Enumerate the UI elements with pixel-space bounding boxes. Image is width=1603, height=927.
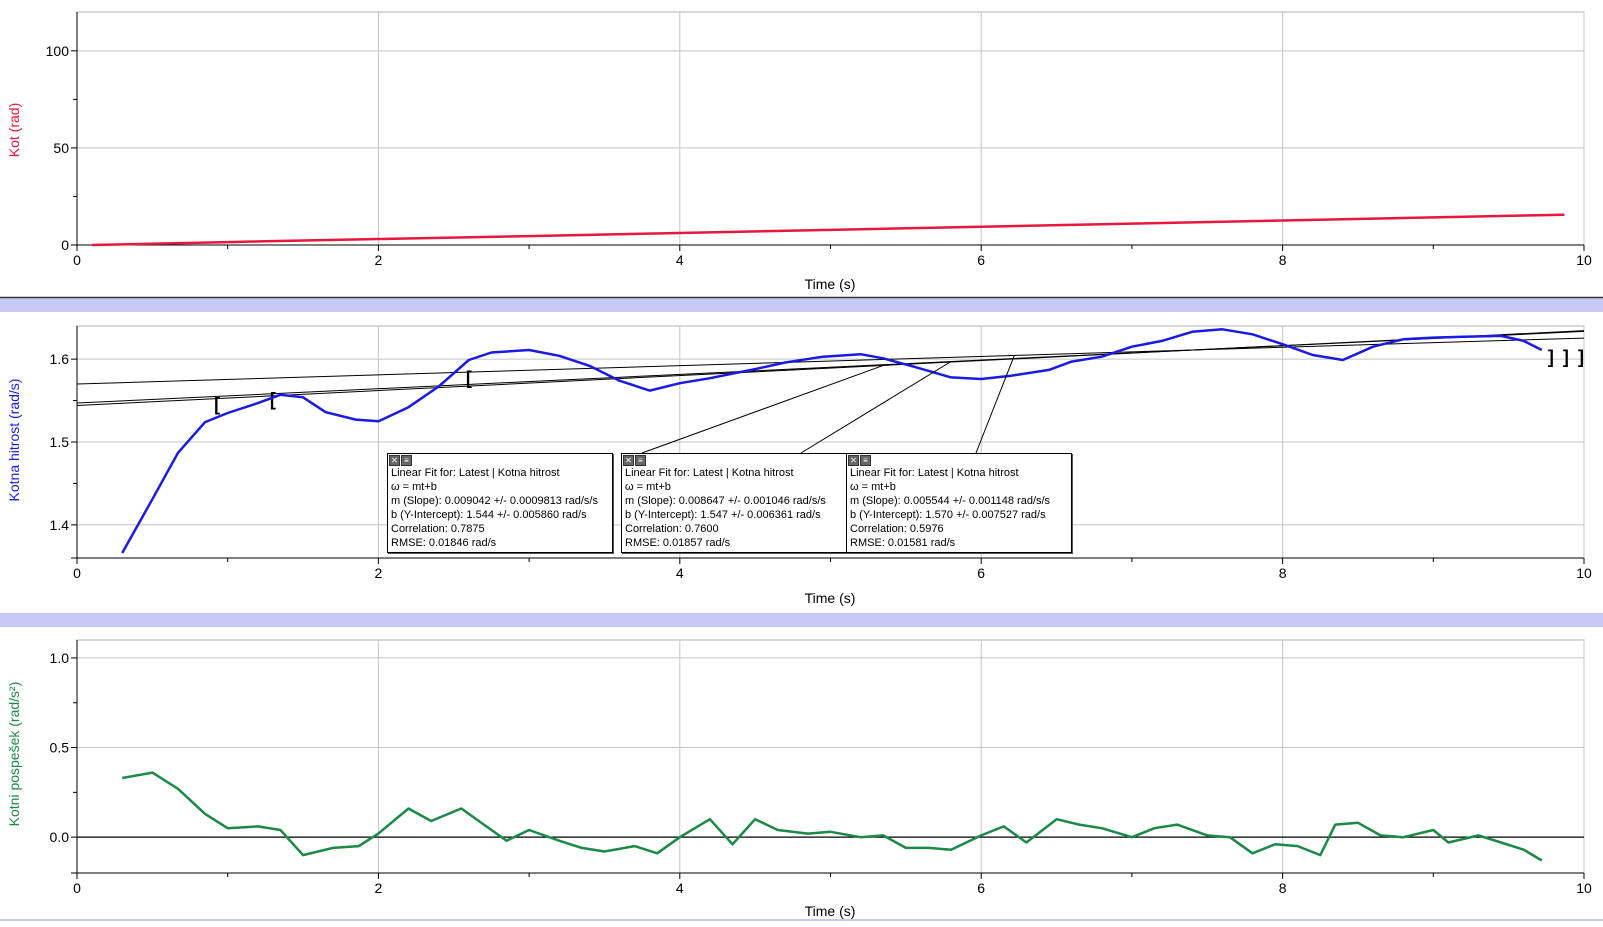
y-axis-label: Kotna hitrost (rad/s) [6, 379, 22, 502]
fit-rmse: RMSE: 0.01846 rad/s [391, 537, 497, 549]
fit-correlation: Correlation: 0.5976 [850, 523, 944, 535]
x-tick-label: 4 [676, 880, 684, 896]
fit-correlation: Correlation: 0.7600 [625, 523, 719, 535]
x-tick-label: 4 [676, 252, 684, 268]
y-tick-label: 1.4 [50, 517, 70, 533]
x-tick-label: 6 [977, 880, 985, 896]
fit-line[interactable] [76, 337, 1585, 385]
range-bracket-end[interactable]: ] [1548, 347, 1554, 367]
fit-connector [975, 355, 1015, 454]
fit-connector [641, 364, 884, 454]
panel-divider[interactable] [0, 613, 1603, 627]
x-tick-label: 6 [977, 565, 985, 581]
x-tick-label: 8 [1279, 252, 1287, 268]
x-tick-label: 8 [1279, 565, 1287, 581]
fit-intercept: b (Y-Intercept): 1.544 +/- 0.005860 rad/… [391, 509, 587, 521]
fit-slope: m (Slope): 0.009042 +/- 0.0009813 rad/s/… [391, 495, 598, 507]
linear-fit-box[interactable]: ✕ ≡ Linear Fit for: Latest | Kotna hitro… [387, 453, 613, 553]
fit-slope: m (Slope): 0.008647 +/- 0.001046 rad/s/s [625, 495, 826, 507]
range-bracket-start[interactable]: [ [214, 395, 220, 415]
x-axis-label: Time (s) [805, 276, 856, 292]
data-series-line[interactable] [121, 771, 1543, 862]
y-axis-label: Kot (rad) [6, 103, 22, 157]
x-tick-label: 0 [73, 880, 81, 896]
range-bracket-start[interactable]: [ [466, 368, 472, 388]
options-icon[interactable]: ≡ [860, 455, 871, 466]
fit-connector [800, 361, 952, 454]
close-icon[interactable]: ✕ [623, 455, 634, 466]
fit-rmse: RMSE: 0.01857 rad/s [625, 537, 731, 549]
range-bracket-start[interactable]: [ [270, 390, 276, 410]
y-tick-label: 1.0 [50, 650, 70, 666]
x-tick-label: 6 [977, 252, 985, 268]
fit-correlation: Correlation: 0.7875 [391, 523, 485, 535]
x-tick-label: 10 [1576, 565, 1592, 581]
x-tick-label: 0 [73, 565, 81, 581]
fit-title: Linear Fit for: Latest | Kotna hitrost [625, 467, 794, 479]
y-tick-label: 0.5 [50, 740, 70, 756]
x-tick-label: 4 [676, 565, 684, 581]
data-series-line[interactable] [92, 213, 1565, 247]
close-icon[interactable]: ✕ [389, 455, 400, 466]
fit-line[interactable] [76, 330, 1585, 404]
x-tick-label: 10 [1576, 252, 1592, 268]
range-bracket-end[interactable]: ] [1563, 347, 1569, 367]
panel-divider[interactable] [0, 297, 1603, 312]
fit-rmse: RMSE: 0.01581 rad/s [850, 537, 956, 549]
options-icon[interactable]: ≡ [635, 455, 646, 466]
y-tick-label: 1.6 [50, 351, 70, 367]
fit-title: Linear Fit for: Latest | Kotna hitrost [391, 467, 560, 479]
fit-equation: ω = mt+b [850, 481, 896, 493]
y-axis-label: Kotni pospešek (rad/s²) [6, 682, 22, 827]
fit-title: Linear Fit for: Latest | Kotna hitrost [850, 467, 1019, 479]
angular-acceleration-graph[interactable]: 0 2 4 6 8 10 1.0 0.5 0.0 Kotni pospešek (rad/s²)… [6, 639, 1592, 919]
x-tick-label: 8 [1279, 880, 1287, 896]
linear-fit-box[interactable]: ✕ ≡ Linear Fit for: Latest | Kotna hitro… [846, 453, 1072, 553]
angle-graph[interactable]: 0 2 4 6 8 10 100 50 0 Kot (rad) Time (s) [6, 11, 1592, 292]
y-tick-label: 0.0 [50, 829, 70, 845]
x-tick-label: 2 [375, 880, 383, 896]
fit-slope: m (Slope): 0.005544 +/- 0.001148 rad/s/s [850, 495, 1051, 507]
y-tick-label: 50 [53, 140, 69, 156]
fit-intercept: b (Y-Intercept): 1.547 +/- 0.006361 rad/… [625, 509, 821, 521]
range-bracket-end[interactable]: ] [1578, 347, 1584, 367]
y-tick-label: 1.5 [50, 434, 70, 450]
fit-intercept: b (Y-Intercept): 1.570 +/- 0.007527 rad/… [850, 509, 1046, 521]
x-tick-label: 2 [375, 252, 383, 268]
y-tick-label: 100 [46, 43, 70, 59]
linear-fit-box[interactable]: ✕ ≡ Linear Fit for: Latest | Kotna hitro… [621, 453, 847, 553]
options-icon[interactable]: ≡ [401, 455, 412, 466]
x-tick-label: 10 [1576, 880, 1592, 896]
x-axis-label: Time (s) [805, 903, 856, 919]
x-tick-label: 0 [73, 252, 81, 268]
x-tick-label: 2 [375, 565, 383, 581]
fit-equation: ω = mt+b [625, 481, 671, 493]
close-icon[interactable]: ✕ [848, 455, 859, 466]
data-series-line[interactable] [121, 328, 1543, 554]
y-tick-label: 0 [61, 237, 69, 253]
x-axis-label: Time (s) [805, 590, 856, 606]
fit-equation: ω = mt+b [391, 481, 437, 493]
